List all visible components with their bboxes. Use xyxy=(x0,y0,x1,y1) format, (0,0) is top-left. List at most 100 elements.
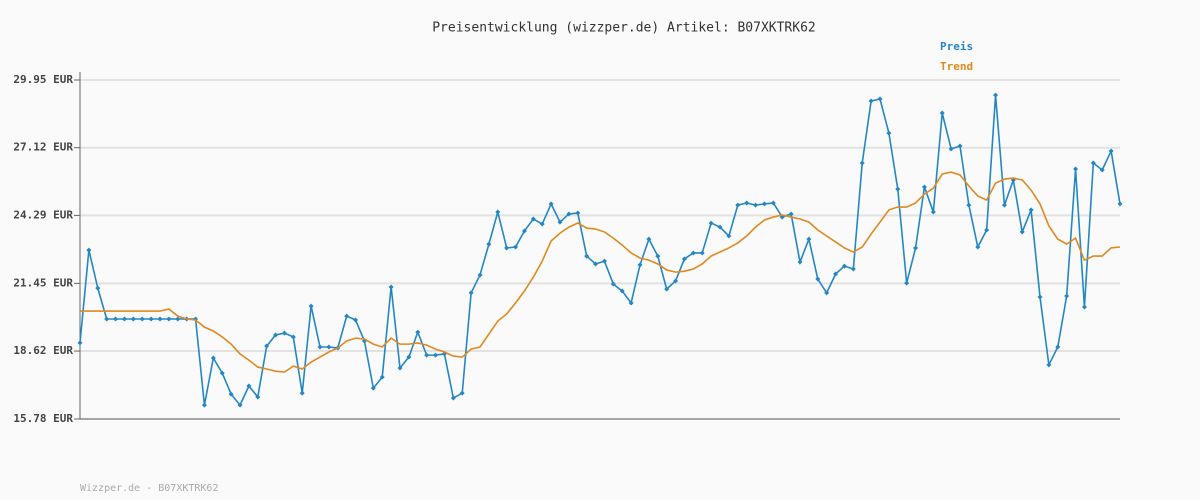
data-point xyxy=(655,253,661,259)
data-point xyxy=(770,200,776,206)
data-point xyxy=(1081,304,1087,310)
data-point xyxy=(326,344,332,350)
data-point xyxy=(450,395,456,401)
data-point xyxy=(219,370,225,376)
data-point xyxy=(281,330,287,336)
data-point xyxy=(1055,344,1061,350)
data-point xyxy=(726,233,732,239)
data-point xyxy=(708,220,714,226)
data-point xyxy=(504,245,510,251)
data-point xyxy=(610,281,616,287)
data-point xyxy=(1090,160,1096,166)
data-point xyxy=(957,143,963,149)
data-point xyxy=(637,262,643,268)
data-point xyxy=(664,286,670,292)
data-point xyxy=(201,402,207,408)
data-point xyxy=(966,202,972,208)
data-point xyxy=(415,329,421,335)
data-point xyxy=(121,316,127,322)
data-point xyxy=(993,92,999,98)
data-point xyxy=(877,96,883,102)
data-point xyxy=(459,390,465,396)
data-point xyxy=(1037,294,1043,300)
data-point xyxy=(904,280,910,286)
data-point xyxy=(433,352,439,358)
data-point xyxy=(486,241,492,247)
data-point xyxy=(1028,207,1034,213)
data-point xyxy=(513,244,519,250)
data-point xyxy=(1064,293,1070,299)
data-point xyxy=(468,290,474,296)
data-point xyxy=(797,259,803,265)
data-point xyxy=(86,247,92,253)
data-point xyxy=(930,209,936,215)
y-tick-label: 29.95 EUR xyxy=(13,73,73,86)
data-point xyxy=(575,210,581,216)
data-point xyxy=(495,209,501,215)
data-point xyxy=(806,236,812,242)
data-point xyxy=(166,316,172,322)
data-point xyxy=(210,355,216,361)
data-point xyxy=(841,263,847,269)
data-point xyxy=(228,391,234,397)
data-point xyxy=(104,316,110,322)
data-point xyxy=(824,290,830,296)
data-point xyxy=(566,211,572,217)
data-point xyxy=(850,266,856,272)
data-point xyxy=(939,110,945,116)
data-point xyxy=(1001,202,1007,208)
data-point xyxy=(130,316,136,322)
data-point xyxy=(1073,166,1079,172)
data-point xyxy=(148,316,154,322)
data-point xyxy=(601,258,607,264)
data-point xyxy=(895,186,901,192)
data-point xyxy=(397,365,403,371)
data-point xyxy=(255,394,261,400)
data-point xyxy=(530,216,536,222)
data-point xyxy=(886,130,892,136)
data-point xyxy=(406,354,412,360)
legend-label: Preis xyxy=(940,40,973,53)
data-point xyxy=(699,250,705,256)
data-point xyxy=(913,245,919,251)
legend-label: Trend xyxy=(940,60,973,73)
data-point xyxy=(859,160,865,166)
data-point xyxy=(1117,201,1123,207)
data-point xyxy=(273,332,279,338)
data-point xyxy=(1099,167,1105,173)
data-point xyxy=(717,224,723,230)
data-point xyxy=(735,202,741,208)
data-point xyxy=(690,250,696,256)
data-point xyxy=(424,352,430,358)
chart-title: Preisentwicklung (wizzper.de) Artikel: B… xyxy=(432,21,816,36)
data-point xyxy=(317,344,323,350)
data-point xyxy=(379,374,385,380)
data-point xyxy=(370,385,376,391)
data-point xyxy=(353,317,359,323)
data-point xyxy=(975,244,981,250)
data-point xyxy=(646,236,652,242)
data-point xyxy=(584,253,590,259)
data-point xyxy=(868,98,874,104)
data-point xyxy=(548,201,554,207)
series-line xyxy=(79,95,1121,407)
data-point xyxy=(921,184,927,190)
data-point xyxy=(308,303,314,309)
data-point xyxy=(175,316,181,322)
data-point xyxy=(113,316,119,322)
data-point xyxy=(1046,362,1052,368)
data-point xyxy=(815,276,821,282)
data-point xyxy=(1108,148,1114,154)
series-line xyxy=(80,171,1121,373)
data-point xyxy=(788,211,794,217)
y-tick-label: 21.45 EUR xyxy=(13,276,73,289)
data-point xyxy=(299,390,305,396)
data-point xyxy=(237,402,243,408)
data-point xyxy=(388,284,394,290)
data-point xyxy=(157,316,163,322)
footer: Wizzper.de - B07XKTRK62 xyxy=(80,483,218,494)
data-point xyxy=(619,288,625,294)
data-point xyxy=(344,313,350,319)
data-point xyxy=(761,201,767,207)
